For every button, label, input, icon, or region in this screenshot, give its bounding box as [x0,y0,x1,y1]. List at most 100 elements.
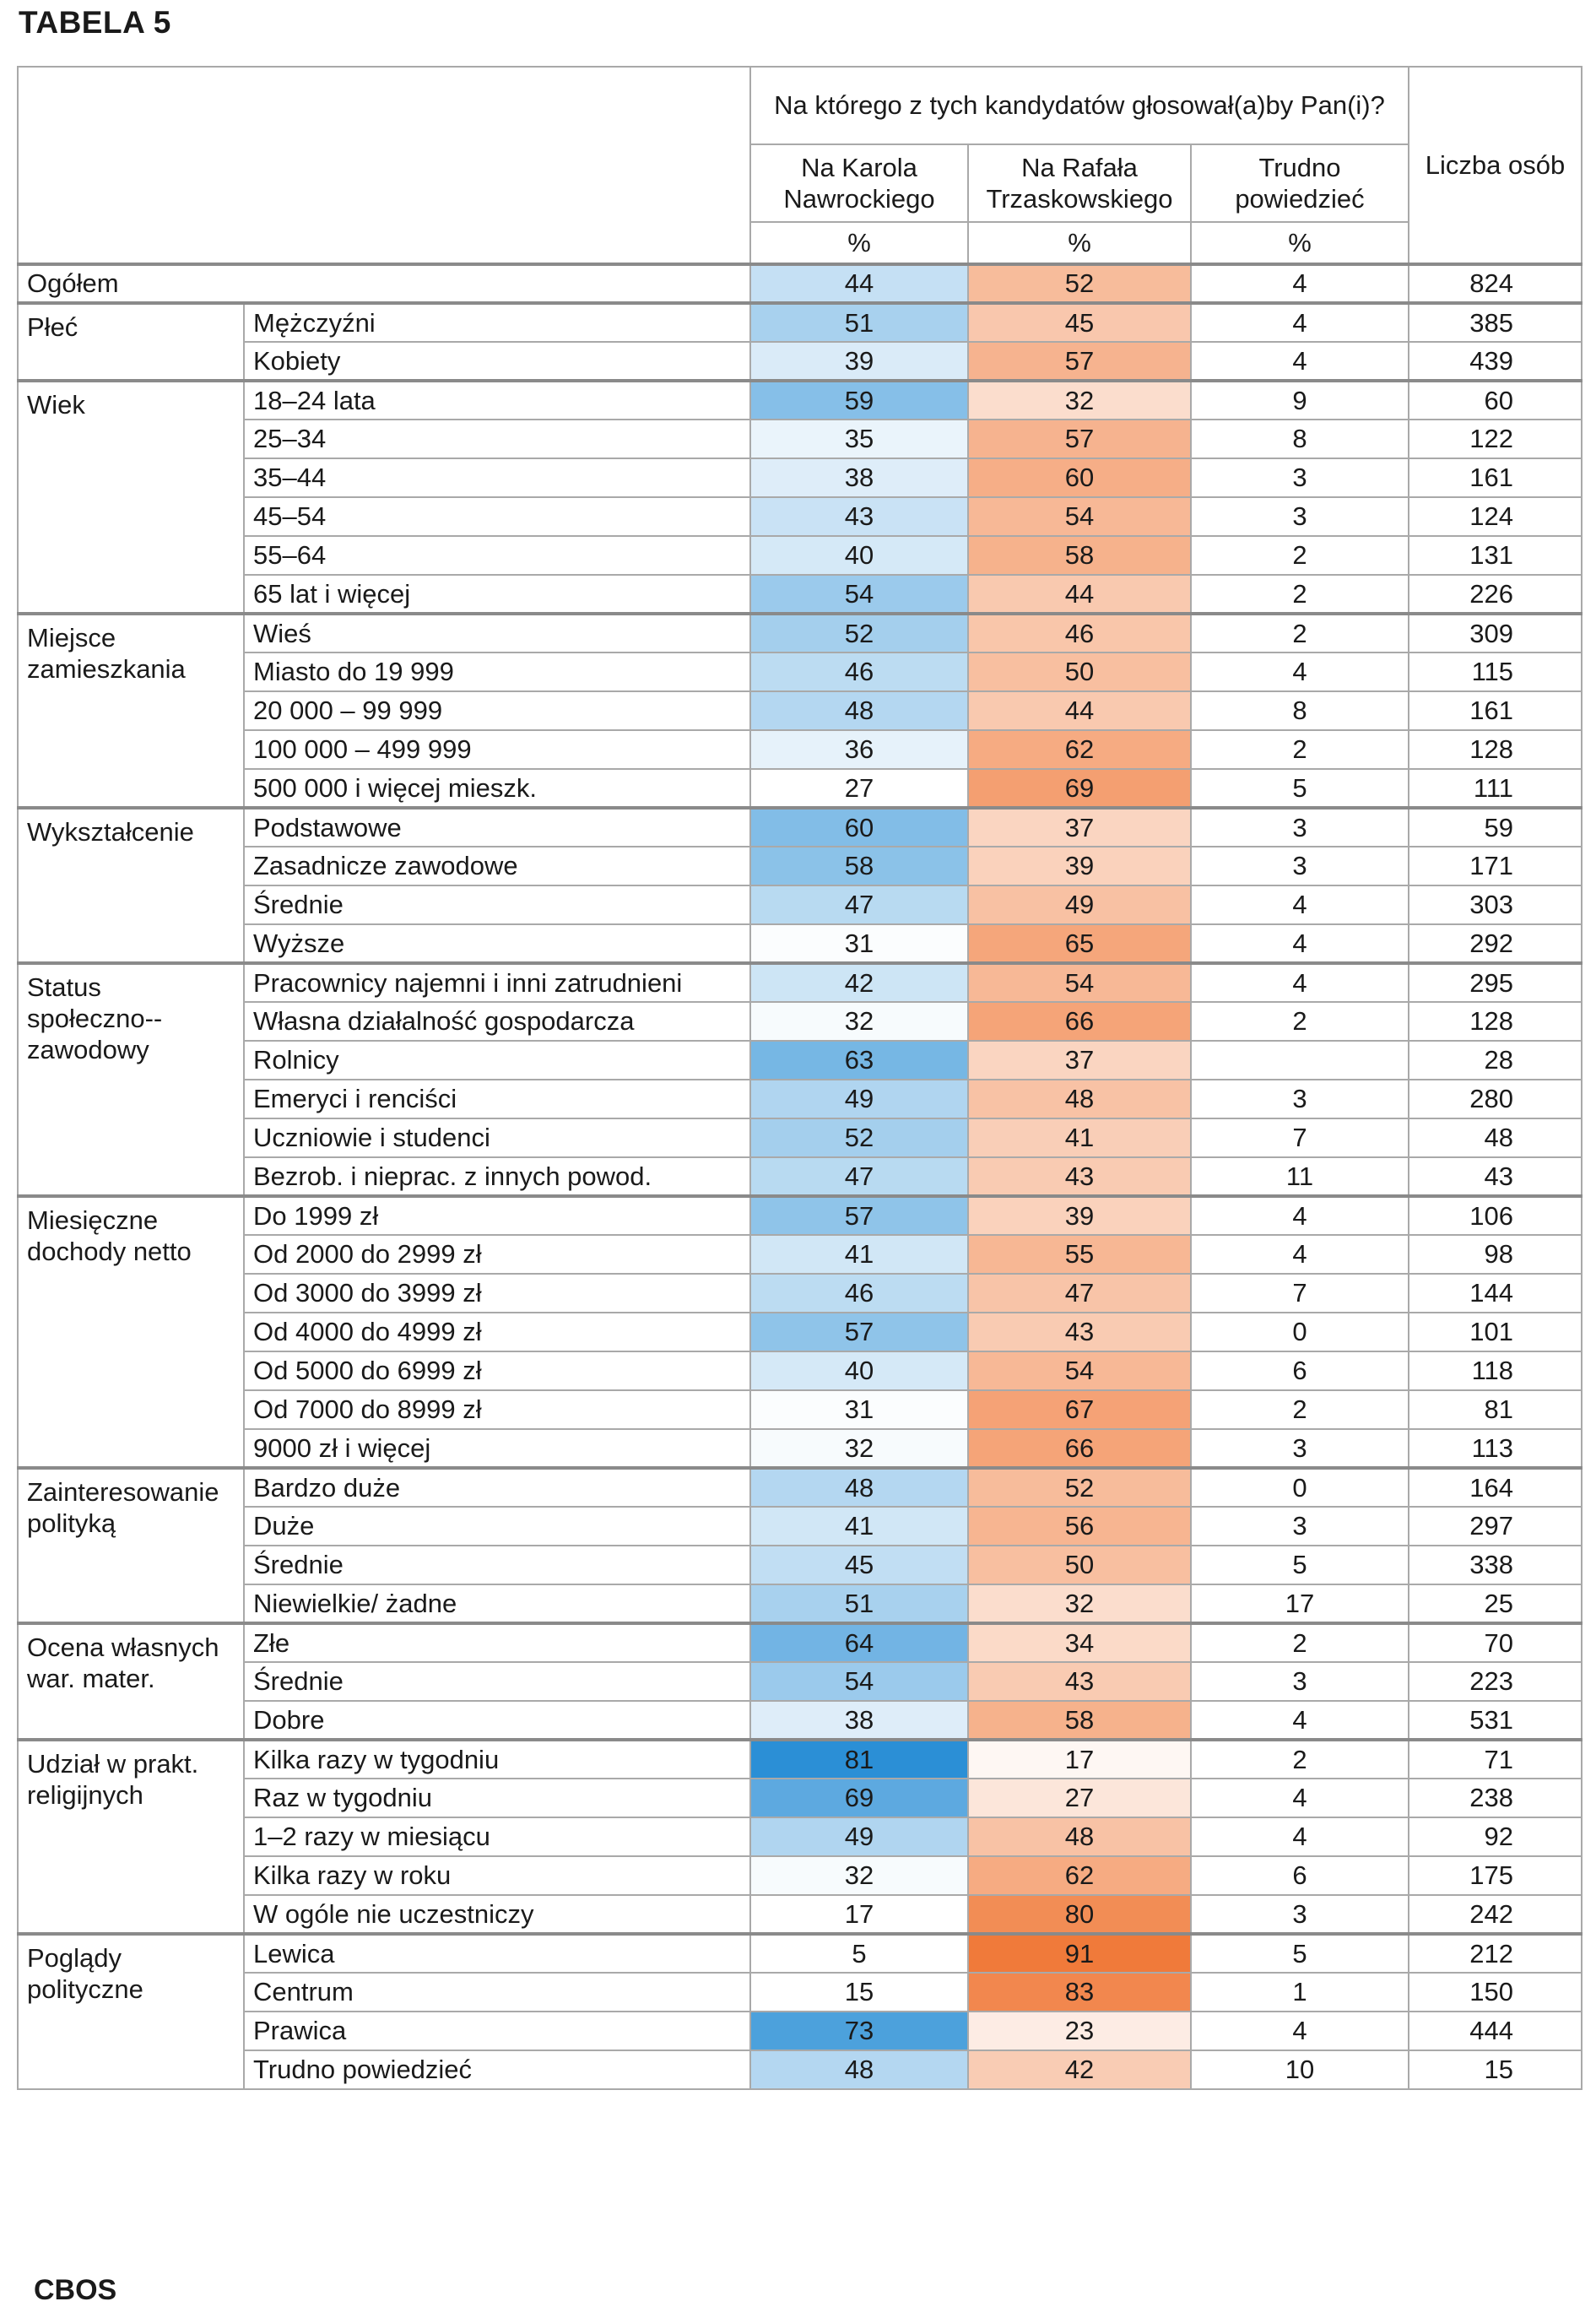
cell-trzaskowski: 32 [967,1584,1192,1624]
cell-trudno: 0 [1190,1312,1409,1352]
table-row: Zainteresowanie polityką Bardzo duże 48 52 0… [17,1466,1582,1624]
row-label: 100 000 – 499 999 [243,729,751,770]
cell-nawrocki: 36 [749,729,969,770]
row-label: Własna działalność gospodarcza [243,1001,751,1042]
cell-trudno: 3 [1190,1894,1409,1935]
cell-nawrocki: 52 [749,1118,969,1158]
cell-trzaskowski: 52 [967,263,1192,304]
row-label: Lewica [243,1932,751,1974]
cell-trzaskowski: 54 [967,496,1192,537]
cell-trzaskowski: 23 [967,2011,1192,2051]
cell-trudno: 2 [1190,1622,1409,1663]
cell-trzaskowski: 50 [967,652,1192,692]
table-body: Ogółem 44 52 4 824 Płeć Mężczyźni 51 45 4 385… [17,263,1582,2090]
row-label: Od 2000 do 2999 zł [243,1234,751,1275]
row-label: Wyższe [243,923,751,964]
cell-trudno: 0 [1190,1466,1409,1508]
row-label: Bezrob. i nieprac. z innych powod. [243,1156,751,1197]
cell-trudno: 8 [1190,690,1409,731]
cell-nawrocki: 43 [749,496,969,537]
table-row: Średnie 47 49 4 303 [18,885,1582,925]
cell-trudno: 4 [1190,1700,1409,1741]
row-label: 1–2 razy w miesiącu [243,1817,751,1857]
row-label: Podstawowe [243,806,751,847]
cell-trudno: 2 [1190,574,1409,615]
row-label: Dobre [243,1700,751,1741]
cell-nawrocki: 32 [749,1001,969,1042]
cell-nawrocki: 32 [749,1855,969,1896]
row-label: W ogóle nie uczestniczy [243,1894,751,1935]
cell-nawrocki: 73 [749,2011,969,2051]
cell-liczba: 98 [1408,1234,1582,1275]
row-label: Od 3000 do 3999 zł [243,1273,751,1313]
category-label: Status społeczno--zawodowy [17,961,245,1197]
cell-nawrocki: 81 [749,1738,969,1779]
cell-nawrocki: 38 [749,458,969,498]
cell-nawrocki: 49 [749,1079,969,1119]
table-row: Od 3000 do 3999 zł 46 47 7 144 [18,1273,1582,1313]
category-label: Poglądy polityczne [17,1932,245,2090]
cell-trudno: 4 [1190,885,1409,925]
row-label: Kobiety [243,341,751,382]
cell-nawrocki: 42 [749,961,969,1003]
table-row: 45–54 43 54 3 124 [18,496,1582,537]
cell-liczba: 28 [1408,1040,1582,1080]
cell-trzaskowski: 69 [967,768,1192,809]
table-row: Zasadnicze zawodowe 58 39 3 171 [18,846,1582,886]
cell-trudno: 4 [1190,1234,1409,1275]
cell-trudno: 7 [1190,1118,1409,1158]
table-row: 25–34 35 57 8 122 [18,419,1582,459]
row-label: Rolnicy [243,1040,751,1080]
row-label: Niewielkie/ żadne [243,1584,751,1624]
table-row: Kilka razy w roku 32 62 6 175 [18,1855,1582,1896]
results-table: Na którego z tych kandydatów głosował(a)… [17,66,1582,2090]
cell-trudno: 3 [1190,846,1409,886]
cell-nawrocki: 31 [749,923,969,964]
row-label: Zasadnicze zawodowe [243,846,751,886]
cell-liczba: 303 [1408,885,1582,925]
table-row: Ocena własnych war. mater. Złe 64 34 2 70 [17,1622,1582,1741]
table-row: 1–2 razy w miesiącu 49 48 4 92 [18,1817,1582,1857]
cell-liczba: 106 [1408,1194,1582,1236]
cell-liczba: 15 [1408,2050,1582,2090]
table-row: Od 2000 do 2999 zł 41 55 4 98 [18,1234,1582,1275]
cell-liczba: 238 [1408,1778,1582,1818]
cell-trzaskowski: 43 [967,1661,1192,1702]
cell-trudno: 3 [1190,496,1409,537]
cell-liczba: 124 [1408,496,1582,537]
cell-trzaskowski: 58 [967,535,1192,576]
category-label: Miesięczne dochody netto [17,1194,245,1469]
cell-nawrocki: 54 [749,1661,969,1702]
cell-liczba: 128 [1408,729,1582,770]
table-row: 55–64 40 58 2 131 [18,535,1582,576]
row-label: 45–54 [243,496,751,537]
category-label: Wykształcenie [17,806,245,964]
cell-trzaskowski: 60 [967,458,1192,498]
cell-liczba: 70 [1408,1622,1582,1663]
category-label: Udział w prakt. religijnych [17,1738,245,1935]
cell-trzaskowski: 54 [967,1351,1192,1391]
row-label: Średnie [243,885,751,925]
cell-liczba: 60 [1408,379,1582,420]
cell-trudno: 3 [1190,1506,1409,1546]
cell-trudno: 3 [1190,1428,1409,1469]
cell-liczba: 212 [1408,1932,1582,1974]
cell-trzaskowski: 56 [967,1506,1192,1546]
table-row: Niewielkie/ żadne 51 32 17 25 [18,1584,1582,1624]
cell-liczba: 150 [1408,1972,1582,2012]
cell-nawrocki: 64 [749,1622,969,1663]
cell-trudno: 6 [1190,1855,1409,1896]
row-label: Od 7000 do 8999 zł [243,1389,751,1430]
cell-liczba: 280 [1408,1079,1582,1119]
cell-trudno: 1 [1190,1972,1409,2012]
cell-nawrocki: 59 [749,379,969,420]
cell-trudno: 2 [1190,1738,1409,1779]
cell-nawrocki: 51 [749,301,969,343]
row-label: Od 4000 do 4999 zł [243,1312,751,1352]
cell-liczba: 226 [1408,574,1582,615]
table-row: 9000 zł i więcej 32 66 3 113 [18,1428,1582,1469]
cell-trudno: 4 [1190,961,1409,1003]
row-label: Złe [243,1622,751,1663]
cell-nawrocki: 35 [749,419,969,459]
cell-nawrocki: 47 [749,885,969,925]
